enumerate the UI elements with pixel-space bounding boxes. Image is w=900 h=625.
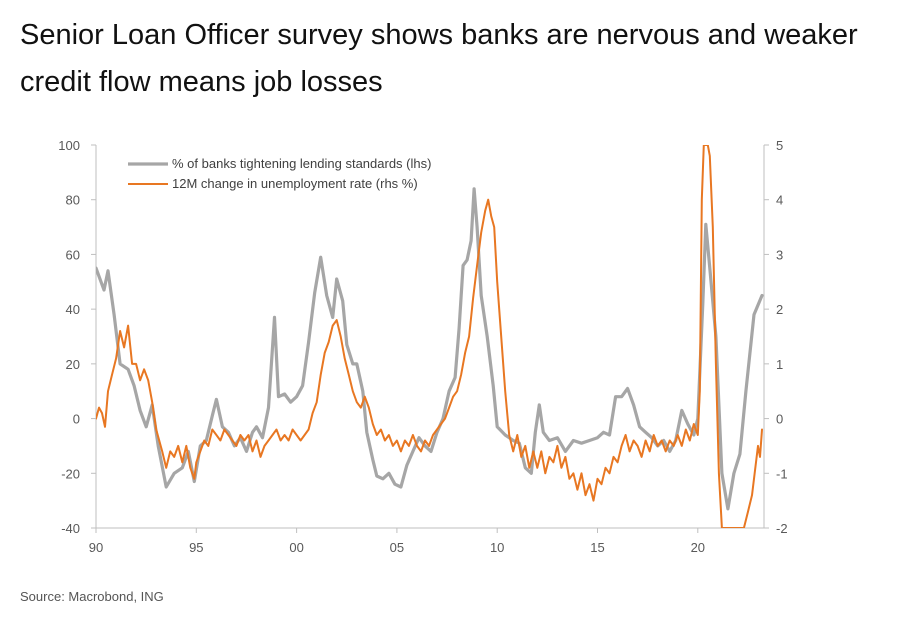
- right-tick-label: 2: [776, 302, 783, 317]
- source-note: Source: Macrobond, ING: [20, 589, 164, 604]
- x-tick-label: 05: [390, 540, 404, 555]
- right-tick-label: 0: [776, 412, 783, 427]
- left-tick-label: -20: [61, 466, 80, 481]
- legend-label: % of banks tightening lending standards …: [172, 156, 431, 171]
- left-tick-label: 100: [58, 138, 80, 153]
- x-tick-label: 95: [189, 540, 203, 555]
- left-tick-label: 20: [66, 357, 80, 372]
- right-tick-label: -1: [776, 466, 788, 481]
- left-tick-label: 40: [66, 302, 80, 317]
- page-title: Senior Loan Officer survey shows banks a…: [20, 19, 858, 98]
- right-tick-label: 1: [776, 357, 783, 372]
- x-tick-label: 90: [89, 540, 103, 555]
- right-tick-label: 4: [776, 193, 783, 208]
- chart-legend: % of banks tightening lending standards …: [128, 156, 431, 191]
- left-tick-label: 80: [66, 193, 80, 208]
- right-tick-label: -2: [776, 521, 788, 536]
- left-tick-label: 0: [73, 412, 80, 427]
- x-tick-label: 10: [490, 540, 504, 555]
- x-tick-label: 20: [691, 540, 705, 555]
- dual-axis-line-chart: -40 -20 0 20 40 60 80 100 -2 -1 0 1 2 3 4 5 90 95 00 05 10…: [58, 138, 788, 555]
- x-tick-label: 00: [289, 540, 303, 555]
- unemployment-change-line: [96, 145, 763, 528]
- right-axis-ticks: -2 -1 0 1 2 3 4 5: [764, 138, 788, 536]
- x-axis-ticks: 90 95 00 05 10 15 20: [89, 528, 705, 555]
- right-tick-label: 3: [776, 247, 783, 262]
- legend-label: 12M change in unemployment rate (rhs %): [172, 176, 418, 191]
- left-axis-ticks: -40 -20 0 20 40 60 80 100: [58, 138, 96, 536]
- right-tick-label: 5: [776, 138, 783, 153]
- lending-standards-line: [96, 187, 764, 511]
- series-layer: [96, 145, 764, 528]
- x-tick-label: 15: [590, 540, 604, 555]
- left-tick-label: 60: [66, 247, 80, 262]
- left-tick-label: -40: [61, 521, 80, 536]
